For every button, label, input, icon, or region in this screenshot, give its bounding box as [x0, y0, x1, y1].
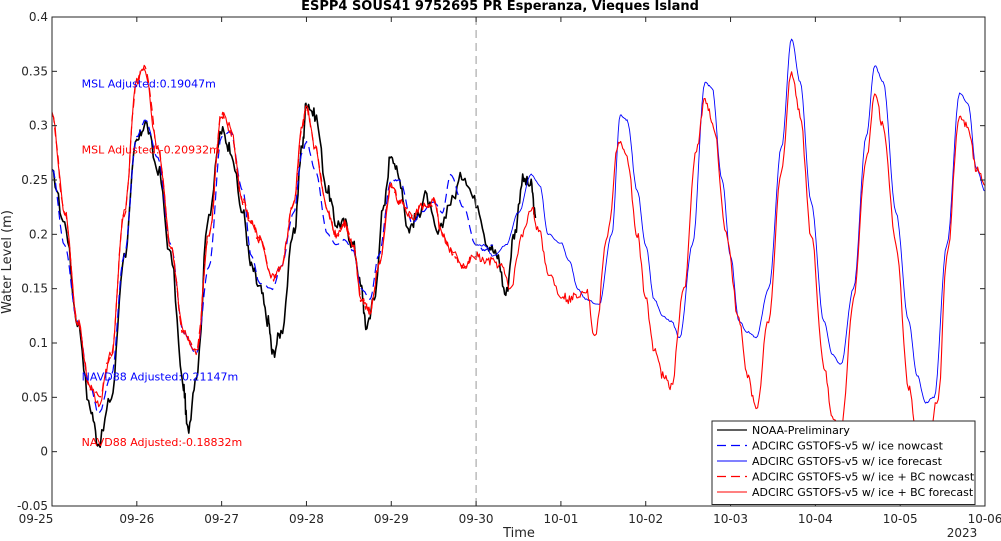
datum-annotations: MSL Adjusted:0.19047m MSL Adjusted:-0.209… — [82, 77, 243, 449]
legend: NOAA-Preliminary ADCIRC GSTOFS-v5 w/ ice … — [711, 420, 976, 505]
series-line-0 — [51, 102, 537, 449]
series-line-1 — [51, 119, 494, 414]
series-layer — [51, 38, 986, 466]
chart-title: ESPP4 SOUS41 9752695 PR Esperanza, Viequ… — [301, 0, 699, 14]
legend-label-4: ADCIRC GSTOFS-v5 w/ ice + BC forecast — [752, 486, 974, 499]
x-year-label: 2023 — [947, 526, 978, 540]
x-tick-label-6: 10-01 — [543, 512, 578, 526]
datum-annotation-1: MSL Adjusted:-0.20932m — [82, 144, 220, 157]
x-tick-label-2: 09-27 — [204, 512, 239, 526]
legend-label-0: NOAA-Preliminary — [752, 424, 850, 437]
x-tick-label-4: 09-29 — [374, 512, 409, 526]
series-line-2 — [475, 38, 986, 404]
datum-annotation-2: NAVD88 Adjusted:0.21147m — [82, 371, 239, 384]
legend-box — [711, 420, 976, 505]
legend-label-3: ADCIRC GSTOFS-v5 w/ ice + BC nowcast — [752, 471, 975, 484]
datum-annotation-0: MSL Adjusted:0.19047m — [82, 77, 216, 90]
y-tick-label-8: 0.35 — [21, 64, 48, 78]
x-tick-label-0: 09-25 — [19, 512, 54, 526]
y-tick-label-9: 0.4 — [29, 10, 48, 24]
axes-box — [51, 16, 986, 507]
y-tick-label-6: 0.25 — [21, 173, 48, 187]
legend-label-2: ADCIRC GSTOFS-v5 w/ ice forecast — [752, 455, 943, 468]
y-tick-label-4: 0.15 — [21, 282, 48, 296]
x-tick-label-3: 09-28 — [289, 512, 324, 526]
axes: 09-25 09-26 09-27 09-28 09-29 09-30 10-01 10-02… — [17, 10, 1001, 526]
x-tick-label-7: 10-02 — [628, 512, 663, 526]
x-tick-label-9: 10-04 — [798, 512, 833, 526]
x-tick-label-5: 09-30 — [459, 512, 494, 526]
x-tick-label-11: 10-06 — [968, 512, 1001, 526]
x-tick-label-10: 10-05 — [883, 512, 918, 526]
y-tick-label-7: 0.3 — [29, 119, 48, 133]
x-tick-label-8: 10-03 — [713, 512, 748, 526]
y-tick-label-1: 0 — [40, 445, 48, 459]
x-tick-label-1: 09-26 — [119, 512, 154, 526]
datum-annotation-3: NAVD88 Adjusted:-0.18832m — [82, 436, 243, 449]
x-axis-label: Time — [502, 526, 535, 541]
legend-label-1: ADCIRC GSTOFS-v5 w/ ice nowcast — [752, 440, 944, 453]
series-line-4 — [51, 67, 986, 466]
y-tick-label-5: 0.2 — [29, 227, 48, 241]
y-tick-label-2: 0.05 — [21, 390, 48, 404]
y-axis-label: Water Level (m) — [0, 210, 15, 314]
y-tick-label-3: 0.1 — [29, 336, 48, 350]
y-tick-label-0: -0.05 — [17, 499, 48, 513]
